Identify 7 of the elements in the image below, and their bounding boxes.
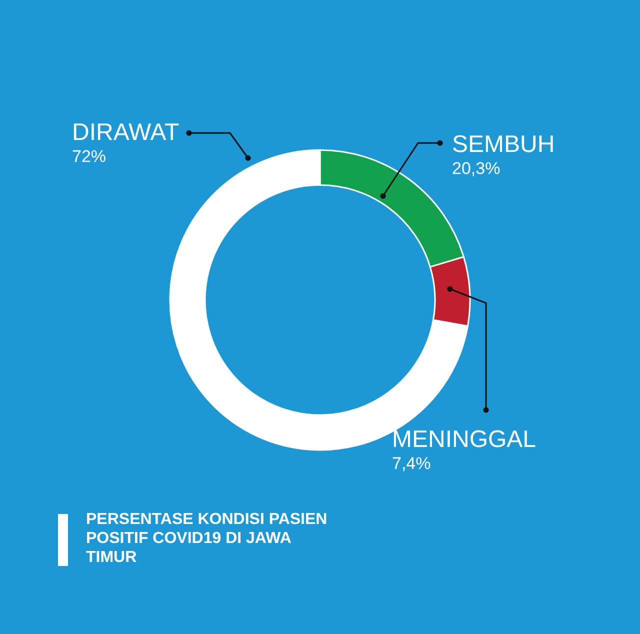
data-label: 72% [72, 147, 106, 166]
data-label: 20,3% [452, 159, 500, 178]
slice-label: SEMBUH [452, 131, 555, 158]
data-label: 7,4% [392, 454, 431, 473]
slice-label: DIRAWAT [72, 119, 180, 146]
text: PERSENTASE KONDISI PASIEN POSITIF COVID19 DI JAWA TIMUR [86, 510, 328, 567]
slice-label: MENINGGAL [392, 426, 536, 453]
